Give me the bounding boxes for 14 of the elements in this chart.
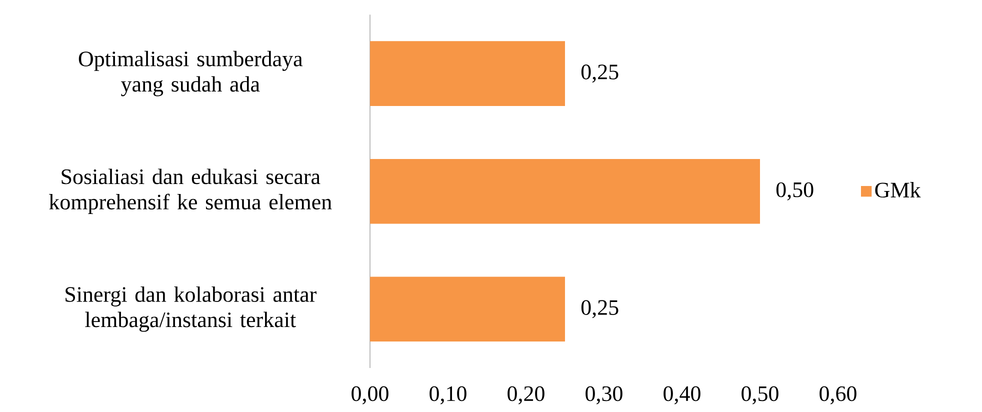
x-tick-label: 0,20: [508, 386, 544, 404]
y-tick-label: Sinergi dan kolaborasi antar lembaga/instansi terkait: [66, 286, 316, 332]
x-tick-label: 0,00: [352, 386, 388, 404]
x-tick-label: 0,60: [820, 386, 856, 404]
x-tick-label: 0,40: [664, 386, 700, 404]
y-tick-label: Sosialiasi dan edukasi secara komprehensif ke semua elemen: [49, 168, 332, 214]
x-tick-label: 0,50: [742, 386, 778, 404]
legend-label: GMk: [875, 182, 921, 198]
data-label: 0,50: [776, 182, 814, 201]
x-tick-label: 0,10: [430, 386, 466, 404]
x-tick-label: 0,30: [586, 386, 622, 404]
data-label: 0,25: [581, 64, 618, 83]
y-tick-label: Optimalisasi sumberdaya yang sudah ada: [78, 51, 303, 96]
data-label: 0,25: [581, 300, 618, 318]
